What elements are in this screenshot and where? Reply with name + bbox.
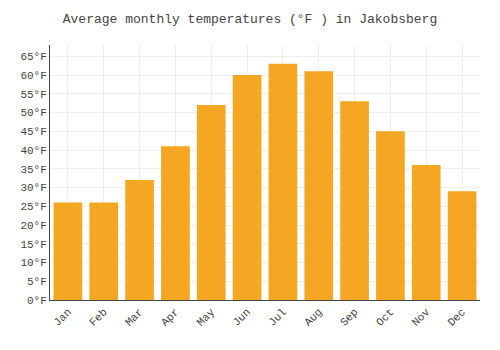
svg-text:15°F: 15°F [20, 239, 46, 251]
svg-text:5°F: 5°F [27, 276, 47, 288]
svg-text:Jan: Jan [51, 306, 73, 328]
svg-text:40°F: 40°F [20, 145, 46, 157]
svg-text:0°F: 0°F [27, 295, 47, 307]
svg-text:Nov: Nov [410, 306, 433, 329]
svg-text:30°F: 30°F [20, 182, 46, 194]
svg-text:45°F: 45°F [20, 126, 46, 138]
svg-text:Average monthly temperatures (: Average monthly temperatures (°F ) in Ja… [63, 12, 437, 27]
svg-text:35°F: 35°F [20, 164, 46, 176]
svg-text:Feb: Feb [87, 306, 109, 328]
svg-text:20°F: 20°F [20, 220, 46, 232]
svg-text:May: May [195, 306, 218, 329]
svg-text:Dec: Dec [446, 306, 468, 328]
svg-text:Sep: Sep [338, 306, 360, 328]
svg-text:Jul: Jul [266, 306, 288, 328]
svg-text:Aug: Aug [302, 306, 324, 328]
svg-text:25°F: 25°F [20, 201, 46, 213]
svg-text:Apr: Apr [159, 306, 181, 328]
svg-text:Mar: Mar [123, 306, 145, 328]
svg-text:Oct: Oct [374, 306, 396, 328]
svg-text:50°F: 50°F [20, 107, 46, 119]
svg-text:55°F: 55°F [20, 89, 46, 101]
svg-text:Jun: Jun [231, 306, 253, 328]
svg-text:65°F: 65°F [20, 51, 46, 63]
svg-text:60°F: 60°F [20, 70, 46, 82]
svg-text:10°F: 10°F [20, 257, 46, 269]
